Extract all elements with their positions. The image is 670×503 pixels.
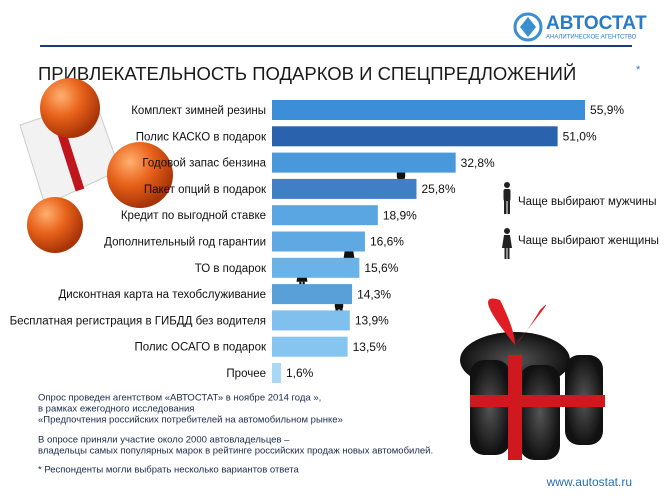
legend-icons <box>502 182 512 259</box>
category-label: Дисконтная карта на техобслуживание <box>58 289 266 301</box>
category-label: Дополнительный год гарантии <box>104 237 266 249</box>
value-label: 16,6% <box>370 235 404 249</box>
value-label: 14,3% <box>357 287 391 301</box>
bar <box>272 284 353 305</box>
bar <box>272 336 348 357</box>
legend-women: Чаще выбирают женщины <box>518 235 659 247</box>
value-label: 18,9% <box>383 208 417 222</box>
note: владельцы самых популярных марок в рейти… <box>38 446 433 457</box>
ornament <box>40 78 100 138</box>
ribbon <box>470 395 605 407</box>
bars: Комплект зимней резины 55,9% Полис КАСКО в… <box>10 100 624 383</box>
category-label: Пакет опций в подарок <box>144 184 267 196</box>
logo-name: АВТОСТАТ <box>546 13 647 34</box>
tire <box>520 365 560 460</box>
value-label: 1,6% <box>286 366 314 380</box>
note: «Предпочтения российских потребителей на… <box>38 415 343 426</box>
category-label: Комплект зимней резины <box>131 105 266 117</box>
value-label: 13,5% <box>353 340 387 354</box>
category-label: Полис ОСАГО в подарок <box>135 342 267 354</box>
bar <box>272 310 350 331</box>
ornament <box>27 197 83 253</box>
bar <box>272 257 360 278</box>
category-label: Полис КАСКО в подарок <box>136 131 267 143</box>
bar <box>272 178 417 199</box>
bar <box>272 363 281 383</box>
ornament <box>107 142 173 208</box>
bar <box>272 126 558 147</box>
note: * Респонденты могли выбрать несколько ва… <box>38 465 299 476</box>
tires-decoration <box>460 298 605 460</box>
note: Опрос проведен агентством «АВТОСТАТ» в н… <box>38 393 321 404</box>
chart-title: ПРИВЛЕКАТЕЛЬНОСТЬ ПОДАРКОВ И СПЕЦПРЕДЛОЖ… <box>38 63 576 84</box>
logo-icon <box>520 17 536 37</box>
category-label: Бесплатная регистрация в ГИБДД без водит… <box>10 315 266 327</box>
value-label: 25,8% <box>421 182 455 196</box>
bar <box>272 231 365 252</box>
category-label: ТО в подарок <box>195 263 267 275</box>
value-label: 15,6% <box>364 261 398 275</box>
ribbon <box>508 355 522 460</box>
value-label: 13,9% <box>355 314 389 328</box>
bow <box>488 298 547 345</box>
gift-decoration <box>19 78 173 253</box>
category-label: Кредит по выгодной ставке <box>121 210 266 222</box>
note: в рамках ежегодного исследования <box>38 404 194 415</box>
title-mark: * <box>636 64 641 76</box>
category-label: Прочее <box>226 368 266 380</box>
category-label: Годовой запас бензина <box>142 158 266 170</box>
bar <box>272 205 378 226</box>
logo-icon <box>513 12 543 42</box>
logo: АВТОСТАТ АНАЛИТИЧЕСКОЕ АГЕНТСТВО <box>513 12 647 42</box>
man-icon <box>503 182 511 214</box>
bar <box>272 152 456 173</box>
value-label: 55,9% <box>590 103 624 117</box>
note: В опросе приняли участие около 2000 авто… <box>38 435 290 446</box>
value-label: 32,8% <box>461 156 495 170</box>
legend-men: Чаще выбирают мужчины <box>518 196 657 208</box>
bar <box>272 100 586 120</box>
tire <box>470 360 510 455</box>
url: www.autostat.ru <box>546 475 632 489</box>
logo-tagline: АНАЛИТИЧЕСКОЕ АГЕНТСТВО <box>546 35 637 41</box>
notes: Опрос проведен агентством «АВТОСТАТ» в н… <box>38 393 433 476</box>
value-label: 51,0% <box>563 129 597 143</box>
woman-icon <box>502 228 512 259</box>
